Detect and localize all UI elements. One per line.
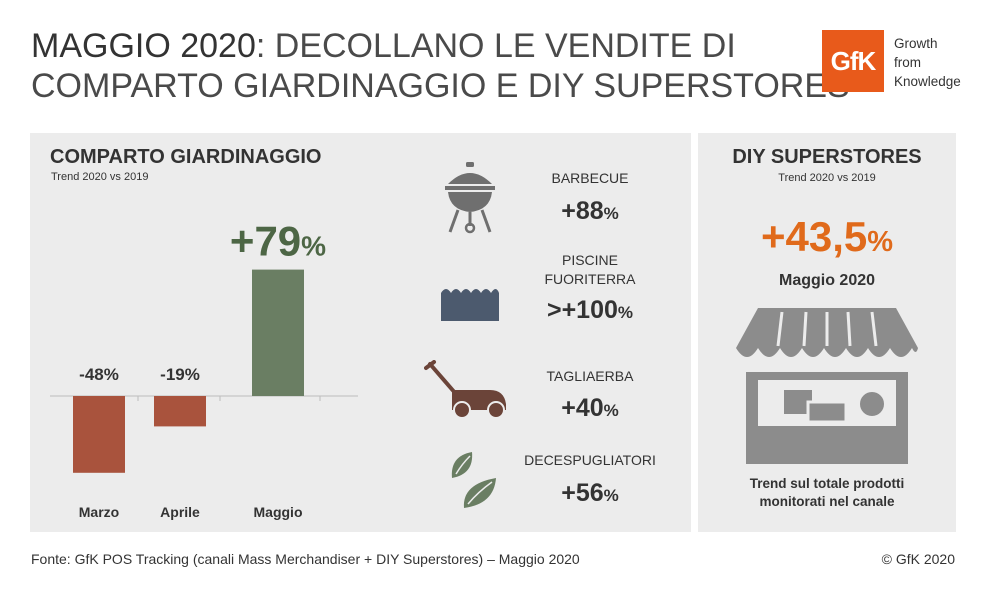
diy-note-line-2: monitorati nel canale — [759, 494, 895, 509]
chart-data-label: -48% — [79, 365, 119, 384]
barbecue-grill-icon — [445, 162, 495, 234]
diy-subtitle: Trend 2020 vs 2019 — [778, 172, 876, 184]
page-title: MAGGIO 2020: DECOLLANO LE VENDITE DI COM… — [31, 26, 850, 106]
pool-value-number: >+100 — [546, 296, 618, 324]
leaves-icon — [451, 452, 496, 508]
title-highlight: MAGGIO 2020 — [31, 27, 256, 65]
storefront-icon — [736, 308, 918, 464]
diy-value-suffix: % — [867, 226, 894, 258]
garden-title: COMPARTO GIARDINAGGIO — [50, 146, 322, 168]
gfk-logo: GfK — [822, 30, 884, 92]
title-line-1: : DECOLLANO LE VENDITE DI — [255, 27, 736, 65]
mower-value-suffix: % — [603, 401, 619, 420]
pool-water-icon — [441, 289, 499, 321]
trimmer-value-number: +56 — [561, 479, 604, 507]
tagline-line-2: from — [894, 55, 921, 70]
chart-category-label: Maggio — [254, 504, 303, 520]
chart-bar-marzo — [73, 396, 125, 473]
garden-subtitle: Trend 2020 vs 2019 — [51, 171, 149, 183]
tagline: Growth from Knowledge — [894, 34, 961, 91]
logo-text: GfK — [830, 45, 877, 76]
chart-data-label-highlight: +79% — [230, 218, 326, 265]
trimmer-label: DECESPUGLIATORI — [524, 452, 656, 468]
tagline-line-3: Knowledge — [894, 74, 961, 89]
pool-label-line-2: FUORITERRA — [544, 271, 636, 287]
pool-label: PISCINE FUORITERRA — [510, 251, 670, 289]
trimmer-value-suffix: % — [603, 486, 619, 505]
title-line-2: COMPARTO GIARDINAGGIO E DIY SUPERSTORES — [31, 67, 850, 105]
lawn-mower-icon — [424, 360, 506, 419]
diy-title: DIY SUPERSTORES — [732, 146, 922, 168]
barbecue-value-number: +88 — [561, 197, 604, 225]
mower-value: +40% — [510, 394, 670, 423]
garden-bar-chart: Marzo -48% Aprile -19% Maggio +79% — [50, 218, 358, 520]
diy-note-line-1: Trend sul totale prodotti — [749, 476, 905, 491]
barbecue-value-suffix: % — [603, 204, 619, 223]
garden-panel — [30, 133, 691, 532]
diy-value: +43,5% — [698, 213, 956, 261]
source-note: Fonte: GfK POS Tracking (canali Mass Mer… — [31, 551, 580, 567]
pool-label-line-1: PISCINE — [561, 252, 618, 268]
pool-value: >+100% — [510, 296, 670, 325]
copyright: © GfK 2020 — [881, 551, 955, 567]
pool-value-suffix: % — [617, 303, 634, 322]
diy-month: Maggio 2020 — [778, 272, 876, 289]
tagline-line-1: Growth — [894, 36, 938, 51]
chart-category-label: Aprile — [160, 504, 200, 520]
chart-data-label: -19% — [160, 365, 200, 384]
trimmer-value: +56% — [510, 479, 670, 508]
chart-category-label: Marzo — [79, 504, 119, 520]
diy-note: Trend sul totale prodotti monitorati nel… — [698, 475, 956, 511]
chart-bar-aprile — [154, 396, 206, 427]
mower-value-number: +40 — [561, 394, 604, 422]
chart-bar-maggio — [252, 269, 304, 396]
mower-label: TAGLIAERBA — [546, 368, 634, 384]
barbecue-value: +88% — [510, 197, 670, 226]
barbecue-label: BARBECUE — [551, 170, 629, 186]
diy-value-number: +43,5 — [760, 213, 868, 260]
